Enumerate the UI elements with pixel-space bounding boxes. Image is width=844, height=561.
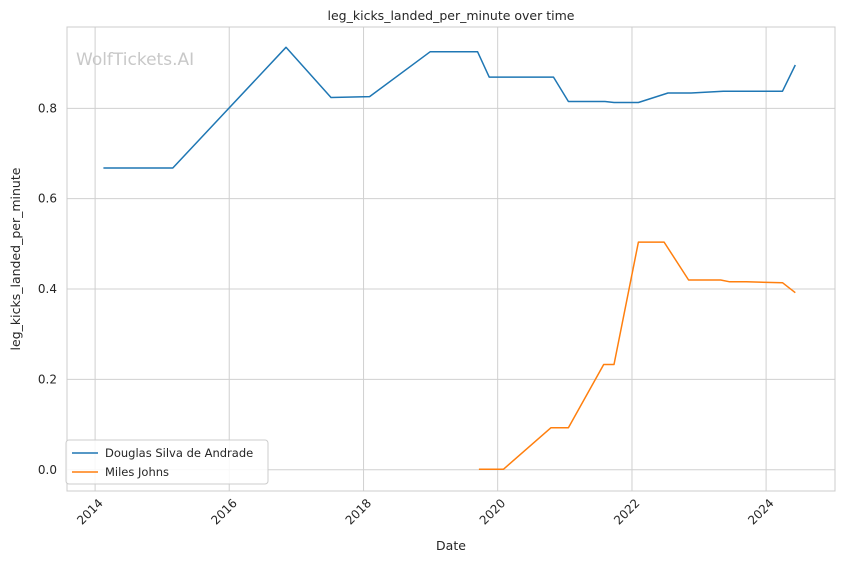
- plot-border: [66, 26, 836, 492]
- series-line-miles-johns: [478, 241, 796, 471]
- series-lines: [103, 46, 796, 471]
- legend-box: [65, 439, 269, 485]
- x-axis-label: Date: [436, 538, 466, 553]
- watermark: WolfTickets.AI: [76, 50, 194, 70]
- y-axis-label: leg_kicks_landed_per_minute: [8, 167, 23, 350]
- legend-label-miles-johns: Miles Johns: [105, 465, 169, 479]
- plot-frame: [66, 26, 836, 492]
- legend: Douglas Silva de Andrade Miles Johns: [65, 439, 269, 485]
- y-tick-label: 0.0: [38, 463, 57, 477]
- legend-label-douglas-silva-de-andrade: Douglas Silva de Andrade: [105, 446, 253, 460]
- series-line-douglas-silva-de-andrade: [103, 46, 796, 169]
- chart-title: leg_kicks_landed_per_minute over time: [328, 8, 575, 23]
- grid: [67, 27, 835, 491]
- y-tick-label: 0.4: [38, 282, 57, 296]
- y-tick-label: 0.2: [38, 372, 57, 386]
- y-tick-label: 0.8: [38, 101, 57, 115]
- y-tick-labels: 0.0 0.2 0.4 0.6 0.8: [38, 101, 57, 476]
- y-tick-label: 0.6: [38, 192, 57, 206]
